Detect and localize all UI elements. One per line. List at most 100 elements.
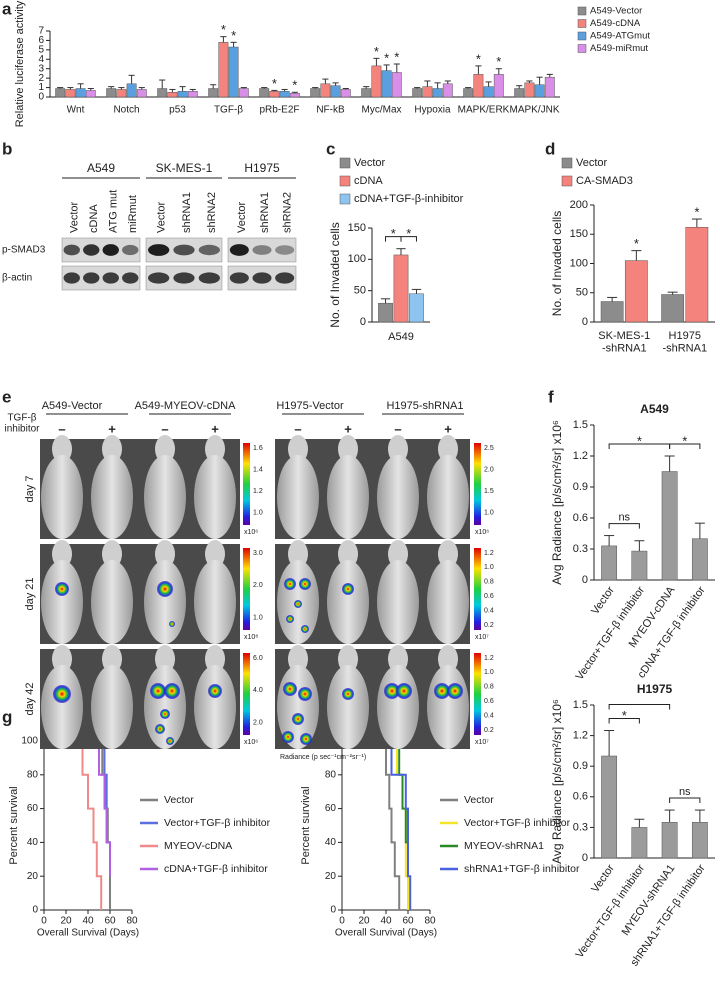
colorbar-tick-label: 1.0 (484, 669, 494, 676)
bar (177, 91, 188, 98)
legend-swatch (577, 6, 587, 16)
imaging-group-label: H1975-shRNA1 (386, 400, 463, 412)
x-tick-label: 80 (126, 916, 138, 927)
colorbar-tick-label: 1.4 (253, 466, 263, 473)
y-axis-label: Percent survival (8, 786, 20, 864)
mouse-head (288, 645, 308, 673)
x-tick-label: MAPK/JNK (509, 105, 559, 116)
mouse-body (377, 560, 419, 644)
error-bar (604, 535, 615, 546)
colorbar-scale: x10⁶ (244, 739, 258, 746)
blot-band (122, 244, 139, 256)
y-axis-label: No. of Invaded cells (550, 211, 564, 316)
bar (330, 85, 341, 98)
x-tick-label: p53 (169, 105, 186, 116)
error-bar (434, 82, 441, 89)
x-tick-label: Notch (113, 105, 139, 116)
y-tick-label: 0.6 (573, 791, 588, 803)
bioluminescence-signal (434, 683, 450, 699)
treatment-sign: – (294, 421, 301, 436)
colorbar-tick-label: 0.8 (484, 579, 494, 586)
error-bar (634, 818, 645, 828)
bar (661, 471, 678, 581)
mouse-body (144, 455, 186, 539)
colorbar-scale: x10⁷ (475, 634, 489, 641)
x-tick-label: MAPK/ERK (458, 105, 510, 116)
y-tick-label: 50 (576, 287, 588, 299)
y-tick-label: 5 (38, 44, 44, 55)
x-tick-label: pRb-E2F (259, 105, 299, 116)
mouse-head (338, 540, 358, 568)
y-tick-label: 3 (38, 63, 44, 74)
bar (259, 88, 270, 98)
blot-band (122, 272, 139, 284)
mouse-head (205, 540, 225, 568)
mouse-body (194, 665, 236, 749)
x-tick-label: TGF-β (214, 105, 243, 116)
y-tick-label: 7 (38, 26, 44, 37)
legend-label: A549-miRmut (590, 43, 648, 54)
colorbar-tick-label: 1.6 (253, 445, 263, 452)
blot-band (173, 244, 195, 256)
colorbar-tick-label: 0.4 (484, 607, 494, 614)
imaging-group-label: A549-MYEOV-cDNA (135, 400, 237, 412)
error-bar (118, 87, 125, 90)
colorbar-tick-label: 0.6 (484, 593, 494, 600)
error-bar (312, 87, 319, 89)
significance-label: * (682, 433, 687, 448)
inhibitor-label: TGF-β (7, 413, 36, 424)
survival-curve (44, 740, 111, 877)
legend-label: Vector (464, 794, 494, 806)
colorbar-scale: x10⁶ (475, 529, 489, 536)
survival-curve (44, 740, 103, 910)
x-tick-label: 0 (41, 916, 47, 927)
error-bar (691, 218, 702, 228)
x-tick-label: 20 (60, 916, 72, 927)
mouse-head (155, 540, 175, 568)
mouse-body (144, 560, 186, 644)
bar (126, 83, 137, 98)
x-tick-label: 40 (380, 916, 392, 927)
error-bar (664, 455, 675, 472)
bioluminescence-signal (53, 685, 71, 703)
bar (371, 65, 382, 98)
bar (378, 302, 393, 323)
imaging-group-label: A549-Vector (42, 400, 103, 412)
mouse-body (144, 665, 186, 749)
bar (208, 88, 219, 98)
error-bar (546, 73, 553, 78)
panel-letter: b (2, 139, 12, 158)
bar (412, 88, 423, 98)
survival-curve (342, 740, 412, 910)
y-tick-label: 0.6 (573, 512, 588, 524)
blot-band (148, 244, 170, 256)
legend-label: cDNA (354, 175, 383, 187)
bar (391, 72, 402, 98)
significance-bracket (608, 704, 671, 710)
error-bar (444, 80, 451, 84)
mouse-body (91, 560, 133, 644)
bioluminescence-signal (396, 683, 412, 699)
error-bar (383, 64, 390, 71)
blot-lane-label: shRNA2 (282, 192, 294, 233)
legend-label: A549-ATGmut (590, 31, 650, 42)
bioluminescence-signal (294, 600, 302, 608)
mouse-head (388, 435, 408, 463)
colorbar-tick-label: 0.2 (484, 622, 494, 629)
legend-swatch (339, 157, 351, 169)
bar (661, 822, 678, 859)
error-bar (526, 80, 533, 83)
bar (422, 86, 433, 98)
colorbar-tick-label: 1.0 (253, 615, 263, 622)
colorbar-tick-label: 2.0 (253, 720, 263, 727)
x-tick-label: Vector (589, 862, 617, 895)
day-label: day 42 (24, 682, 36, 715)
error-bar (230, 41, 237, 48)
panel-letter: d (545, 139, 555, 158)
mouse-head (155, 645, 175, 673)
mouse-body (327, 455, 369, 539)
y-tick-label: 100 (21, 736, 38, 747)
bar (106, 88, 117, 98)
legend-label: CA-SMAD3 (576, 175, 633, 187)
mouse-head (52, 645, 72, 673)
